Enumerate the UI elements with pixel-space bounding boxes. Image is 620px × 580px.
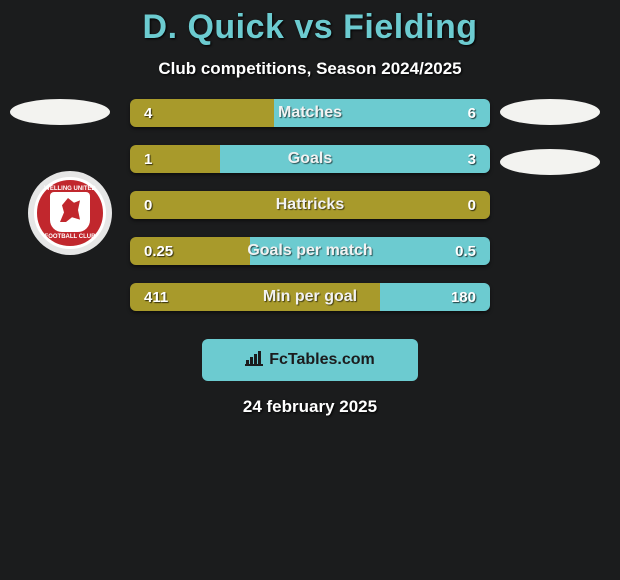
- player-right-pill-2: [500, 149, 600, 175]
- date-text: 24 february 2025: [0, 397, 620, 417]
- bar-value-left: 4: [144, 99, 152, 127]
- bar-value-right: 6: [468, 99, 476, 127]
- welling-united-badge: WELLING UNITED FOOTBALL CLUB: [28, 171, 112, 255]
- bars-container: Matches4 6 Goals1 3 Hattricks0 0 Goals per mat…: [130, 99, 490, 329]
- bar-value-right: 0.5: [455, 237, 476, 265]
- bar-row: Min per goal411 180: [130, 283, 490, 311]
- bar-label: Goals: [130, 145, 490, 173]
- bar-label: Goals per match: [130, 237, 490, 265]
- player-right-pill-1: [500, 99, 600, 125]
- bar-row: Hattricks0 0: [130, 191, 490, 219]
- bar-row: Matches4 6: [130, 99, 490, 127]
- brand-box: FcTables.com: [202, 339, 418, 381]
- bar-value-left: 0: [144, 191, 152, 219]
- bar-value-right: 180: [451, 283, 476, 311]
- bar-value-right: 3: [468, 145, 476, 173]
- bar-value-left: 0.25: [144, 237, 173, 265]
- chart-icon: [245, 350, 263, 371]
- bar-label: Min per goal: [130, 283, 490, 311]
- bar-row: Goals per match0.25 0.5: [130, 237, 490, 265]
- subtitle: Club competitions, Season 2024/2025: [0, 59, 620, 79]
- bar-label: Hattricks: [130, 191, 490, 219]
- bar-value-right: 0: [468, 191, 476, 219]
- bar-row: Goals1 3: [130, 145, 490, 173]
- page-title: D. Quick vs Fielding: [0, 0, 620, 47]
- brand-text: FcTables.com: [269, 351, 375, 369]
- bar-label: Matches: [130, 99, 490, 127]
- player-left-pill: [10, 99, 110, 125]
- bar-value-left: 411: [144, 283, 168, 311]
- badge-crest-icon: [50, 192, 90, 232]
- bar-value-left: 1: [144, 145, 152, 173]
- badge-text-bottom: FOOTBALL CLUB: [45, 234, 96, 240]
